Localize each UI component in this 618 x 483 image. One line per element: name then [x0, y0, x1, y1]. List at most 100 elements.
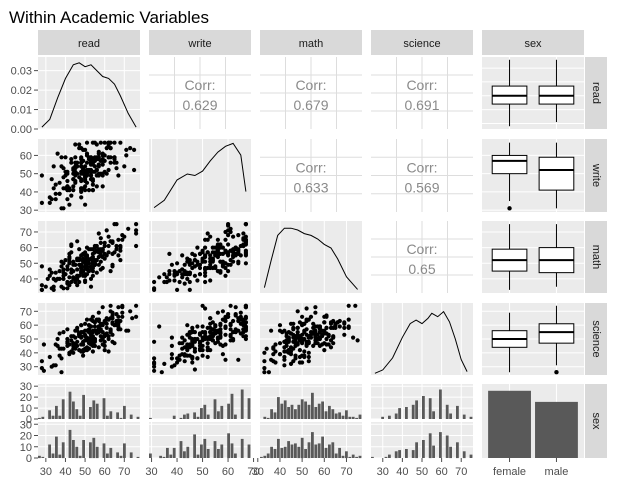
scatter-point-math-read — [39, 264, 45, 269]
hist-bar-female-read — [82, 394, 85, 419]
hist-bar-male-read — [129, 452, 133, 458]
corr-label-write-math: Corr: — [295, 160, 326, 176]
scatter-point-science-write — [169, 352, 174, 357]
scatter-point-math-write — [228, 226, 233, 231]
scatter-point-science-write — [223, 332, 228, 337]
scatter-point-math-write — [218, 243, 223, 249]
scatter-point-math-write — [241, 231, 246, 236]
scatter-point-science-math — [297, 348, 302, 353]
scatter-point-science-read — [57, 331, 62, 336]
hist-bar-female-write — [186, 413, 190, 419]
hist-bar-male-math — [273, 449, 277, 458]
scatter-point-math-write — [190, 265, 195, 271]
ytick-label-sex-male: 10 — [20, 442, 32, 454]
scatter-point-science-write — [215, 335, 220, 340]
scatter-point-math-read — [86, 261, 92, 266]
hist-bar-female-write — [247, 398, 251, 419]
scatter-point-science-write — [220, 309, 225, 314]
hist-bar-female-science — [432, 411, 435, 419]
scatter-point-math-read — [88, 276, 94, 281]
scatter-point-science-write — [200, 303, 205, 308]
scatter-point-science-read — [49, 364, 54, 369]
hist-bar-male-math — [311, 432, 314, 458]
scatter-point-science-write — [200, 353, 205, 358]
scatter-point-science-read — [77, 331, 82, 336]
scatter-point-math-write — [162, 279, 167, 285]
scatter-point-math-read — [110, 264, 115, 269]
panel-write-sex — [482, 139, 584, 212]
scatter-point-math-read — [79, 265, 84, 271]
hist-bar-female-math — [270, 409, 273, 419]
xtick-label-write: 50 — [196, 466, 208, 478]
scatter-point-math-write — [167, 278, 172, 283]
scatter-point-math-write — [180, 267, 185, 272]
hist-bar-male-write — [193, 434, 196, 458]
scatter-point-math-write — [203, 245, 208, 250]
scatter-point-math-write — [223, 273, 228, 278]
scatter-point-science-read — [108, 303, 113, 308]
scatter-point-math-read — [65, 286, 70, 291]
scatter-point-science-write — [205, 341, 210, 346]
panel-math-sex — [482, 221, 584, 293]
scatter-point-science-read — [96, 324, 101, 329]
scatter-point-science-write — [208, 316, 213, 321]
scatter-point-math-write — [164, 275, 169, 280]
scatter-point-math-write — [180, 275, 185, 280]
scatter-point-science-write — [213, 324, 218, 329]
strip-top-sex — [482, 30, 584, 55]
scatter-point-science-read — [71, 350, 76, 355]
scatter-point-math-read — [114, 247, 119, 252]
scatter-point-math-write — [215, 237, 220, 242]
scatter-point-science-write — [238, 310, 243, 315]
scatter-point-write-read — [61, 166, 66, 171]
scatter-point-math-write — [226, 269, 231, 274]
hist-bar-female-read — [41, 416, 45, 419]
scatter-point-science-write — [169, 356, 174, 361]
hist-bar-female-read — [119, 417, 123, 419]
scatter-point-science-read — [39, 366, 45, 371]
scatter-point-science-write — [228, 303, 233, 308]
scatter-point-science-write — [162, 361, 167, 366]
hist-bar-female-read — [129, 414, 133, 419]
scatter-point-science-write — [223, 357, 228, 362]
scatter-point-science-math — [328, 345, 334, 350]
scatter-point-math-write — [195, 278, 200, 283]
scatter-point-math-read — [102, 240, 107, 245]
scatter-point-write-read — [79, 171, 84, 176]
scatter-point-write-read — [96, 151, 101, 156]
scatter-point-science-read — [61, 330, 66, 335]
scatter-point-math-write — [195, 245, 200, 250]
scatter-point-math-write — [208, 234, 213, 239]
scatter-point-science-math — [342, 332, 347, 337]
hist-bar-male-science — [439, 432, 442, 458]
scatter-point-science-write — [192, 367, 197, 372]
scatter-point-science-read — [96, 345, 101, 350]
hist-bar-female-write — [193, 412, 196, 419]
scatter-point-science-write — [228, 334, 233, 339]
scatter-point-math-read — [90, 273, 95, 278]
hist-bar-male-read — [38, 455, 41, 459]
scatter-point-science-write — [152, 360, 157, 365]
scatter-point-math-write — [167, 272, 172, 277]
hist-bar-female-math — [338, 412, 341, 419]
scatter-point-science-read — [55, 336, 60, 342]
scatter-point-science-write — [228, 321, 233, 326]
scatter-point-write-read — [51, 164, 56, 169]
scatter-point-science-write — [190, 360, 195, 365]
scatter-point-math-write — [226, 262, 231, 267]
scatter-point-write-read — [112, 140, 117, 145]
scatter-point-math-read — [108, 239, 113, 244]
scatter-point-science-write — [187, 353, 192, 358]
scatter-point-science-write — [182, 353, 187, 358]
scatter-point-math-read — [102, 243, 107, 249]
scatter-point-math-read — [43, 284, 48, 289]
panel-sex-male-read — [38, 422, 140, 459]
scatter-point-science-read — [104, 325, 109, 330]
corr-value-write-math: 0.633 — [293, 180, 328, 196]
scatter-point-science-read — [71, 341, 76, 346]
scatter-point-math-read — [75, 267, 80, 272]
scatter-point-write-read — [83, 202, 88, 207]
panel-write-math: Corr: 0.633 — [260, 139, 362, 212]
scatter-point-science-math — [311, 343, 316, 348]
scatter-point-science-math — [322, 320, 327, 325]
